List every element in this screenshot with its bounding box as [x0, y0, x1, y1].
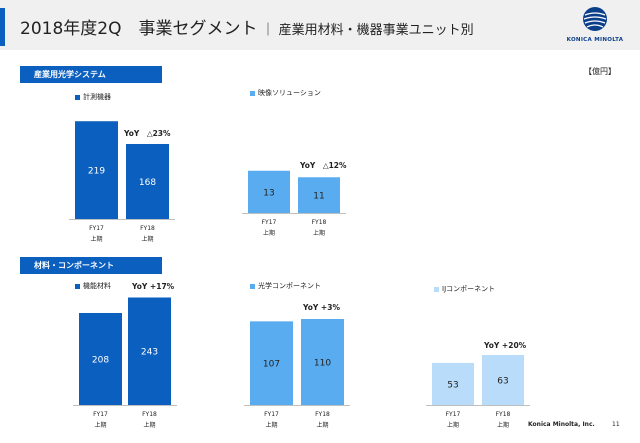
header: 2018年度2Q 事業セグメント｜ 産業用材料・機器事業ユニット別 KONICA…	[0, 0, 640, 50]
bar-imaging-fy17	[248, 170, 290, 213]
yoy-annotation-measurement: YoY △23%	[124, 129, 171, 138]
x-tick-label: FY17 上期	[264, 411, 279, 429]
legend-label: IJコンポーネント	[442, 285, 496, 293]
legend-swatch	[250, 283, 255, 289]
bar-optical-components-fy18	[301, 319, 344, 405]
data-label: 11	[313, 192, 324, 202]
data-label: 168	[139, 178, 156, 188]
data-label: 219	[88, 167, 105, 177]
logo-text: KONICA MINOLTA	[566, 37, 624, 43]
legend-measurement: 計測機器	[75, 92, 111, 102]
section-label-materials: 材料・コンポーネント	[20, 257, 162, 274]
legend-label: 計測機器	[83, 93, 111, 101]
legend-label: 映像ソリューション	[258, 89, 321, 97]
data-label: 53	[447, 380, 458, 390]
section-label-optical: 産業用光学システム	[20, 66, 162, 83]
bar-ij-components-fy17	[432, 362, 474, 405]
unit-label: 【億円】	[584, 67, 616, 76]
legend-swatch	[250, 90, 255, 96]
legend-imaging: 映像ソリューション	[250, 88, 321, 98]
legend-functional-materials: 機能材料	[75, 281, 111, 291]
data-label: 110	[314, 359, 331, 369]
title-subtitle: ｜ 産業用材料・機器事業ユニット別	[261, 23, 474, 38]
legend-swatch	[434, 286, 439, 292]
company-logo: KONICA MINOLTA	[560, 6, 630, 46]
bar-ij-components-fy18	[482, 354, 524, 405]
bar-measurement-fy18	[126, 143, 169, 219]
yoy-annotation-optical-components: YoY +3%	[303, 303, 340, 312]
legend-swatch	[75, 94, 80, 100]
legend-ij-components: IJコンポーネント	[434, 284, 495, 294]
yoy-annotation-functional-materials: YoY +17%	[132, 282, 175, 291]
yoy-annotation-imaging: YoY △12%	[300, 161, 347, 170]
x-tick-label: FY17 上期	[445, 411, 461, 429]
x-tick-label: FY18 上期	[495, 411, 511, 429]
x-tick-label: FY17 上期	[93, 411, 108, 429]
data-label: 63	[497, 376, 508, 386]
data-label: 107	[263, 360, 280, 370]
header-accent-bar	[0, 8, 5, 46]
bar-functional-materials-fy17	[79, 312, 122, 405]
yoy-annotation-ij-components: YoY +20%	[484, 341, 527, 350]
page-title: 2018年度2Q 事業セグメント｜ 産業用材料・機器事業ユニット別	[20, 14, 474, 39]
x-tick-label: FY18 上期	[140, 225, 155, 243]
bar-optical-components-fy17	[250, 321, 293, 405]
x-tick-label: FY17 上期	[89, 225, 104, 243]
data-label: 243	[141, 348, 158, 358]
x-tick-label: FY17 上期	[261, 219, 277, 237]
data-label: 208	[92, 355, 109, 365]
x-tick-label: FY18 上期	[142, 411, 157, 429]
bar-measurement-fy17	[75, 121, 118, 219]
x-tick-label: FY18 上期	[311, 219, 327, 237]
page-number: 11	[612, 421, 620, 428]
footer-company: Konica Minolta, Inc.	[528, 421, 595, 428]
data-label: 13	[263, 188, 274, 198]
title-main: 2018年度2Q 事業セグメント	[20, 19, 258, 39]
legend-label: 光学コンポーネント	[258, 282, 321, 290]
logo-globe-icon	[583, 7, 607, 31]
legend-label: 機能材料	[83, 282, 111, 290]
legend-swatch	[75, 283, 80, 289]
bar-functional-materials-fy18	[128, 297, 171, 405]
legend-optical-components: 光学コンポーネント	[250, 281, 321, 291]
bar-imaging-fy18	[298, 177, 340, 213]
x-tick-label: FY18 上期	[315, 411, 330, 429]
